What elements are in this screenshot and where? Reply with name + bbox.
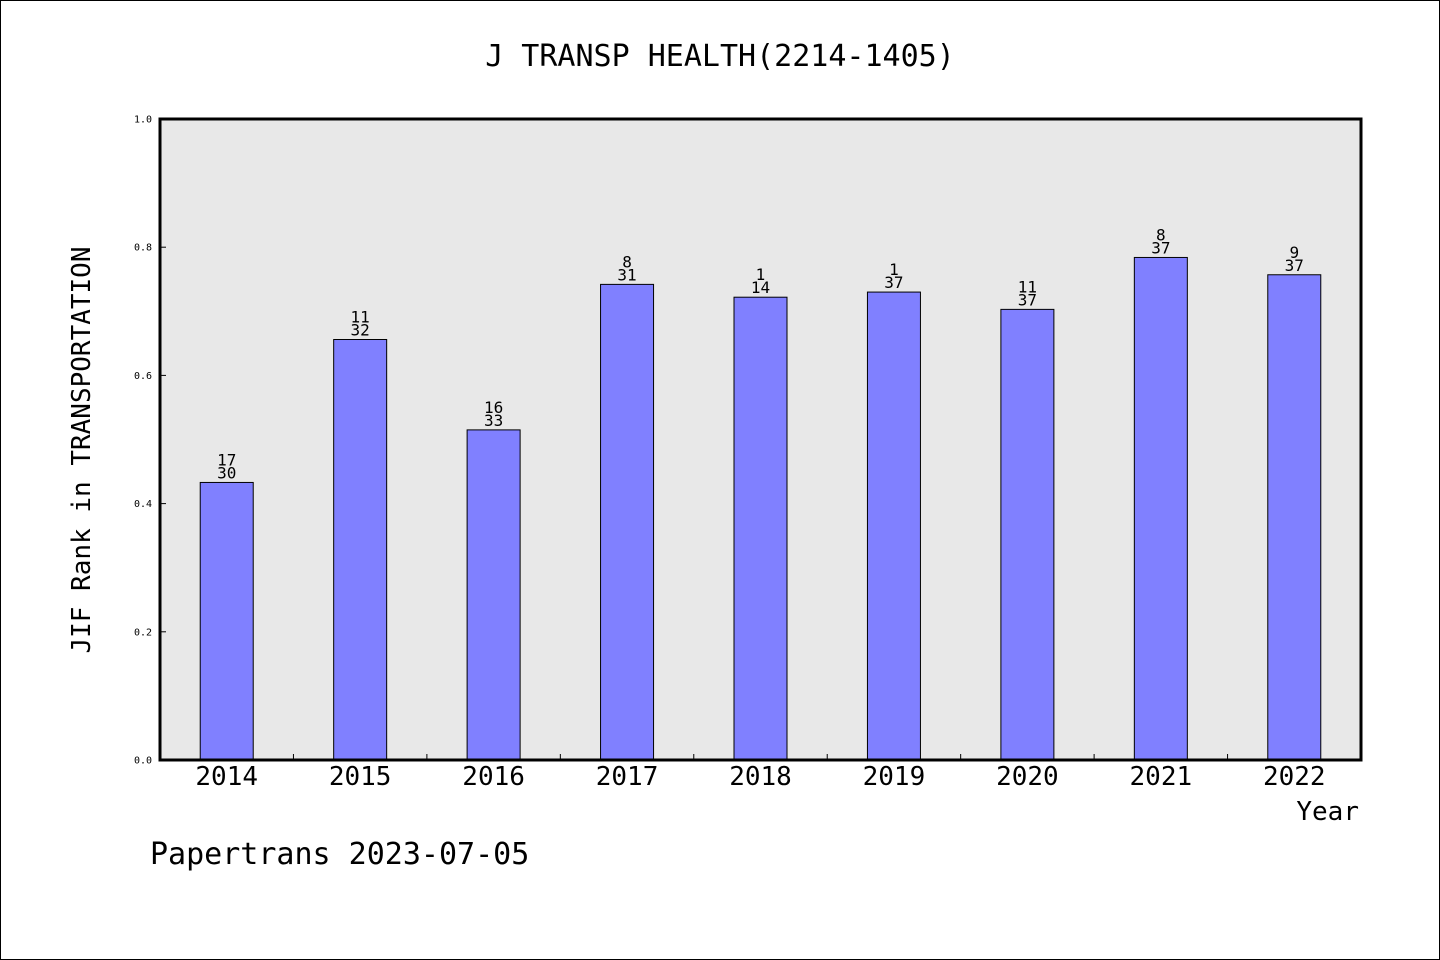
data-label-rank: 1 <box>889 260 899 279</box>
data-label-total: 30 <box>217 463 236 482</box>
x-tick-label: 2022 <box>1263 762 1326 792</box>
chart-title: J TRANSP HEALTH(2214-1405) <box>485 39 955 74</box>
y-tick-label: 0.4 <box>134 499 152 510</box>
bar-2020 <box>1000 308 1055 761</box>
footer-credit: Papertrans 2023-07-05 <box>150 837 529 872</box>
y-tick-label: 0.0 <box>134 756 152 767</box>
data-label-rank: 8 <box>622 252 632 271</box>
bar-2019 <box>866 291 921 761</box>
data-label-rank: 9 <box>1289 243 1299 262</box>
data-label-total: 31 <box>617 265 636 284</box>
plot-border <box>158 117 1363 762</box>
data-label-rank: 11 <box>351 308 370 327</box>
y-tick-label: 0.8 <box>134 243 152 254</box>
x-axis-title: Year <box>1296 797 1359 827</box>
y-tick-label: 0.2 <box>134 627 152 638</box>
data-label-total: 37 <box>1018 290 1037 309</box>
bar-2022 <box>1267 274 1322 761</box>
data-label-rank: 17 <box>217 450 236 469</box>
bar-2017 <box>600 283 655 761</box>
bar-2014 <box>199 481 254 761</box>
y-axis-title: JIF Rank in TRANSPORTATION <box>67 247 97 654</box>
x-tick-label: 2020 <box>996 762 1059 792</box>
bars-group <box>199 256 1322 761</box>
x-tick-label: 2021 <box>1130 762 1193 792</box>
data-label-rank: 16 <box>484 398 503 417</box>
bar-2016 <box>466 429 521 761</box>
x-tick-label: 2015 <box>329 762 392 792</box>
x-tick-label: 2014 <box>195 762 258 792</box>
data-label-rank: 1 <box>756 265 766 284</box>
data-label-total: 14 <box>751 278 770 297</box>
x-tick-label: 2019 <box>863 762 926 792</box>
bar-2021 <box>1133 256 1188 761</box>
x-tick-label: 2018 <box>729 762 792 792</box>
data-label-total: 33 <box>484 411 503 430</box>
x-axis-ticks: 2014 2015 2016 2017 2018 2019 2020 2021 2022 <box>195 754 1326 792</box>
data-label-total: 32 <box>351 321 370 340</box>
bar-2018 <box>733 296 788 761</box>
data-label-total: 37 <box>1151 238 1170 257</box>
y-tick-label: 0.6 <box>134 371 152 382</box>
data-label-total: 37 <box>1285 256 1304 275</box>
x-tick-label: 2017 <box>596 762 659 792</box>
x-tick-label: 2016 <box>462 762 525 792</box>
data-label-rank: 11 <box>1018 277 1037 296</box>
y-tick-label: 1.0 <box>134 115 152 126</box>
bar-2015 <box>333 339 388 761</box>
data-label-total: 37 <box>884 273 903 292</box>
data-label-rank: 8 <box>1156 225 1166 244</box>
